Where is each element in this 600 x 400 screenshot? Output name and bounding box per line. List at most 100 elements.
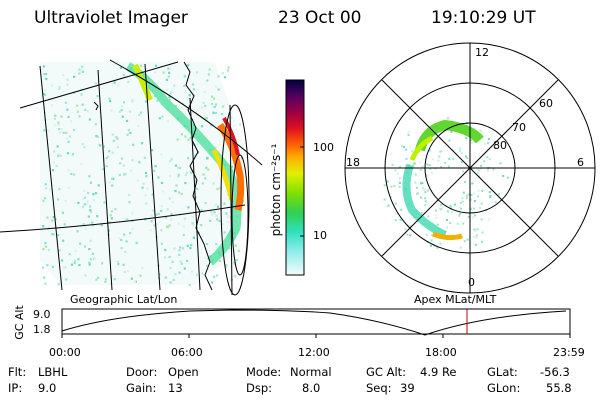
geo-speckle <box>144 194 147 197</box>
geo-speckle <box>55 164 58 167</box>
polar-speckle <box>459 207 462 210</box>
auroral-arc-outer <box>125 62 242 266</box>
polar-speckle <box>394 202 397 205</box>
polar-speckle <box>400 208 403 211</box>
geo-speckle <box>213 105 216 109</box>
geo-speckle <box>108 221 111 224</box>
geo-speckle <box>203 91 206 94</box>
geo-speckle <box>173 247 176 250</box>
geo-speckle <box>170 91 173 94</box>
geo-speckle <box>209 219 212 222</box>
geo-speckle <box>53 124 56 127</box>
geo-speckle <box>210 102 214 105</box>
geo-speckle <box>67 186 70 189</box>
polar-mlt-18: 18 <box>346 156 360 169</box>
polar-speckle <box>488 218 491 221</box>
geo-speckle <box>73 128 76 132</box>
geo-speckle <box>221 72 224 75</box>
geo-speckle <box>57 155 60 158</box>
geo-speckle <box>135 241 138 244</box>
geo-speckle <box>164 216 167 219</box>
geo-speckle <box>126 133 129 136</box>
geo-speckle <box>150 220 153 223</box>
colorbar-gradient <box>285 79 305 276</box>
polar-speckle <box>477 168 480 170</box>
geo-speckle <box>168 255 171 259</box>
auroral-arc-red <box>222 116 240 156</box>
geo-speckle <box>213 275 216 278</box>
info-ip-value: 9.0 <box>38 381 57 395</box>
polar-speckle <box>415 186 418 189</box>
polar-speckle <box>460 152 463 155</box>
polar-speckle <box>446 219 448 221</box>
geo-speckle <box>157 176 160 179</box>
polar-speckle <box>477 189 480 192</box>
geo-speckle <box>93 257 96 261</box>
geo-speckle <box>145 100 148 103</box>
polar-speckle <box>460 201 462 204</box>
geo-speckle <box>56 145 59 148</box>
geo-speckle <box>160 205 163 208</box>
info-door-value: Open <box>168 365 199 379</box>
polar-speckle <box>440 208 443 211</box>
geo-speckle <box>234 275 237 278</box>
geo-speckle <box>169 266 172 270</box>
geo-speckle <box>131 99 134 102</box>
polar-speckle <box>383 184 386 187</box>
geo-speckle <box>177 166 180 169</box>
geo-speckle <box>87 215 90 218</box>
altitude-x-ticks <box>61 334 571 338</box>
geo-speckle <box>57 153 60 156</box>
geo-speckle <box>112 139 115 142</box>
altitude-strip-chart <box>61 308 571 338</box>
polar-speckle <box>416 192 418 195</box>
geo-speckle <box>127 80 130 83</box>
geo-speckle <box>45 77 48 81</box>
geo-speckle <box>160 242 163 245</box>
polar-speckle <box>459 246 462 249</box>
geo-speckle <box>223 231 226 234</box>
polar-speckle <box>466 157 469 160</box>
geo-speckle <box>202 101 205 104</box>
geo-speckle <box>68 135 71 138</box>
geo-speckle <box>91 221 94 224</box>
geo-speckle <box>64 101 67 104</box>
polar-speckle <box>473 228 476 231</box>
polar-speckle <box>450 130 453 133</box>
geo-speckle <box>204 177 207 180</box>
polar-speckle <box>488 158 491 160</box>
geo-speckle <box>214 146 217 149</box>
geo-speckle <box>174 164 178 167</box>
geo-speckle <box>81 205 85 209</box>
geo-speckle <box>51 265 54 268</box>
geo-speckle <box>219 187 222 190</box>
polar-speckle <box>462 191 465 194</box>
geo-speckle <box>187 206 190 209</box>
polar-speckle <box>465 196 468 199</box>
geo-speckle <box>65 278 68 281</box>
geo-speckle <box>178 271 181 274</box>
geo-speckle <box>145 202 148 205</box>
polar-speckle <box>403 146 405 149</box>
polar-speckle <box>461 197 464 200</box>
altitude-x-tick-1200: 12:00 <box>298 346 330 359</box>
geo-speckle <box>200 209 203 212</box>
polar-speckle <box>411 150 414 153</box>
geo-speckle <box>146 187 149 190</box>
geo-speckle <box>44 183 47 186</box>
geo-speckle <box>51 169 54 172</box>
geo-speckle <box>186 244 189 247</box>
polar-speckle <box>419 161 422 164</box>
geo-speckle <box>84 274 87 277</box>
geo-speckle <box>120 239 123 242</box>
polar-speckle <box>406 233 409 236</box>
altitude-x-tick-0000: 00:00 <box>49 346 81 359</box>
geo-speckle <box>43 197 47 200</box>
geo-speckle <box>116 137 119 140</box>
geo-speckle <box>214 203 217 206</box>
geo-speckle <box>144 171 148 175</box>
polar-speckle <box>480 218 483 221</box>
geo-speckle <box>174 189 177 193</box>
geo-speckle <box>215 243 218 246</box>
info-seq-label: Seq: <box>366 381 392 395</box>
